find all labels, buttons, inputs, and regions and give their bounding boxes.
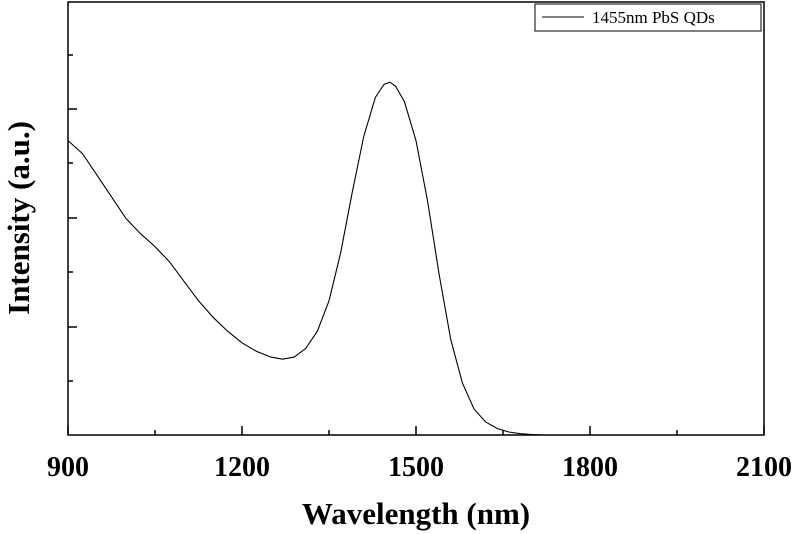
plot-frame [67,1,765,436]
tick-marks [67,54,765,435]
x-tick-label: 900 [47,452,89,483]
legend: 1455nm PbS QDs [534,3,762,32]
y-axis-title: Intensity (a.u.) [1,121,36,315]
x-axis-title: Wavelength (nm) [302,496,530,531]
x-tick-labels: 900 1200 1500 1800 2100 [47,452,792,483]
x-tick-label: 1200 [214,452,270,483]
series-line-1455nm-pbs-qds [67,81,550,436]
x-tick-label: 1800 [562,452,618,483]
legend-label: 1455nm PbS QDs [592,8,715,27]
x-tick-label: 1500 [388,452,444,483]
x-tick-label: 2100 [736,452,792,483]
